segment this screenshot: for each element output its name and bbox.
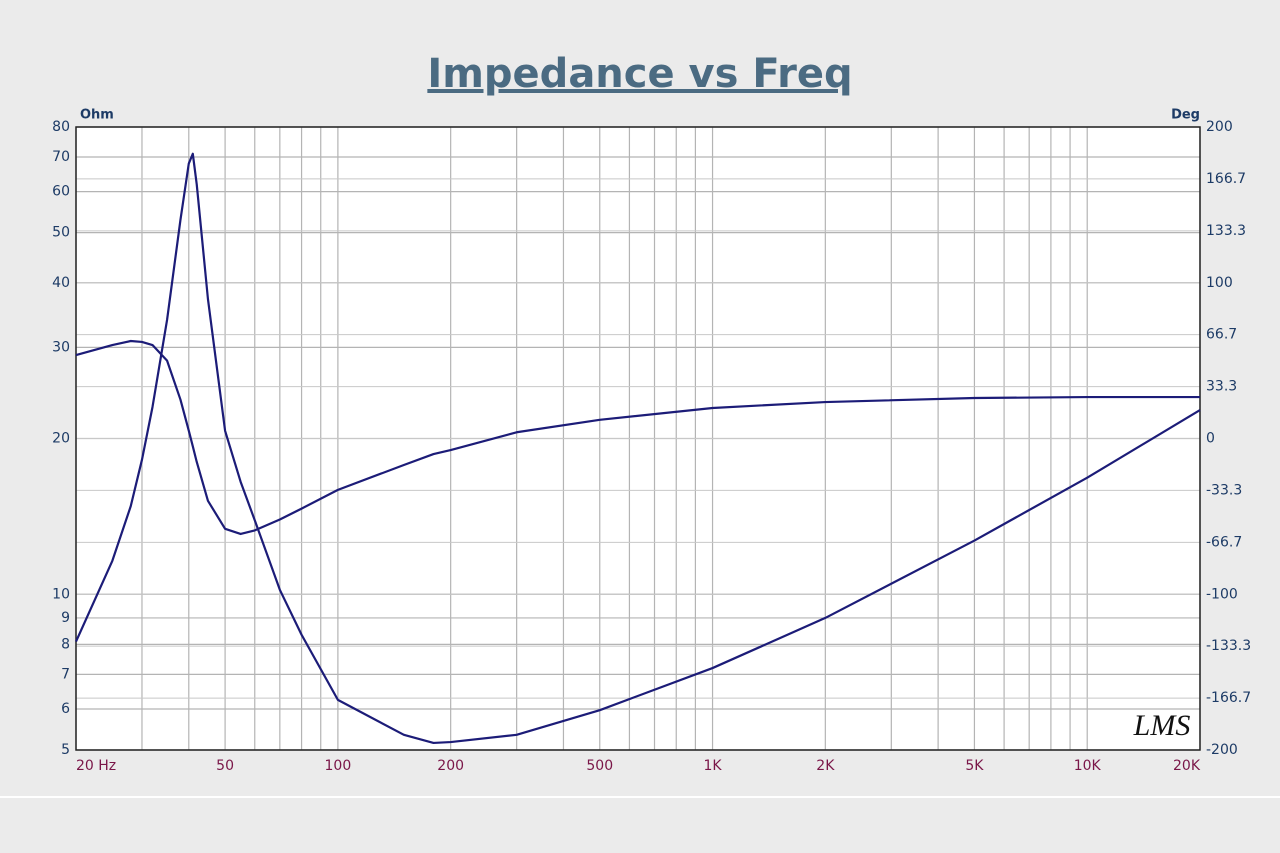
x-tick-label: 5K bbox=[965, 758, 984, 774]
x-tick-label: 200 bbox=[437, 758, 464, 774]
y-tick-label: 9 bbox=[61, 610, 70, 626]
y-tick-label: 70 bbox=[52, 149, 70, 165]
y-tick-label: 80 bbox=[52, 119, 70, 135]
x-tick-label: 500 bbox=[586, 758, 613, 774]
y2-tick-label: -66.7 bbox=[1206, 534, 1242, 550]
x-tick-label: 50 bbox=[216, 758, 234, 774]
y2-tick-label: 33.3 bbox=[1206, 379, 1237, 395]
y2-tick-label: 66.7 bbox=[1206, 327, 1237, 343]
y-tick-label: 30 bbox=[52, 339, 70, 355]
y2-tick-label: 0 bbox=[1206, 431, 1215, 447]
y2-tick-label: -133.3 bbox=[1206, 638, 1251, 654]
y2-tick-label: -166.7 bbox=[1206, 690, 1251, 706]
logo: LMS bbox=[1133, 709, 1191, 742]
y2-tick-label: 100 bbox=[1206, 275, 1233, 291]
y2-tick-label: 166.7 bbox=[1206, 171, 1246, 187]
y-tick-label: 5 bbox=[61, 742, 70, 758]
plot-frame bbox=[75, 126, 1201, 751]
chart-title: Impedance vs Freq bbox=[427, 51, 852, 97]
y2-tick-label: -33.3 bbox=[1206, 482, 1242, 498]
series-line bbox=[74, 152, 1201, 745]
series-line bbox=[75, 339, 1200, 536]
y2-axis-label: Deg bbox=[1171, 108, 1200, 123]
x-tick-label: 10K bbox=[1074, 758, 1102, 774]
x-tick-label: 100 bbox=[325, 758, 352, 774]
y-tick-label: 60 bbox=[52, 184, 70, 200]
y-tick-label: 7 bbox=[61, 666, 70, 682]
y-tick-label: 50 bbox=[52, 225, 70, 241]
y-tick-label: 20 bbox=[52, 431, 70, 447]
y2-tick-label: -100 bbox=[1206, 586, 1238, 602]
y2-tick-label: 133.3 bbox=[1206, 223, 1246, 239]
y-tick-label: 10 bbox=[52, 586, 70, 602]
y-tick-label: 40 bbox=[52, 275, 70, 291]
y-tick-label: 6 bbox=[61, 701, 70, 717]
y2-tick-label: -200 bbox=[1206, 742, 1238, 758]
y2-tick-label: 200 bbox=[1206, 119, 1233, 135]
y-tick-label: 8 bbox=[61, 636, 70, 652]
x-tick-label: 20K bbox=[1173, 758, 1201, 774]
y-axis-label: Ohm bbox=[80, 108, 114, 123]
x-tick-label: 1K bbox=[704, 758, 723, 774]
x-tick-label: 2K bbox=[816, 758, 835, 774]
x-tick-label: 20 Hz bbox=[76, 758, 116, 774]
